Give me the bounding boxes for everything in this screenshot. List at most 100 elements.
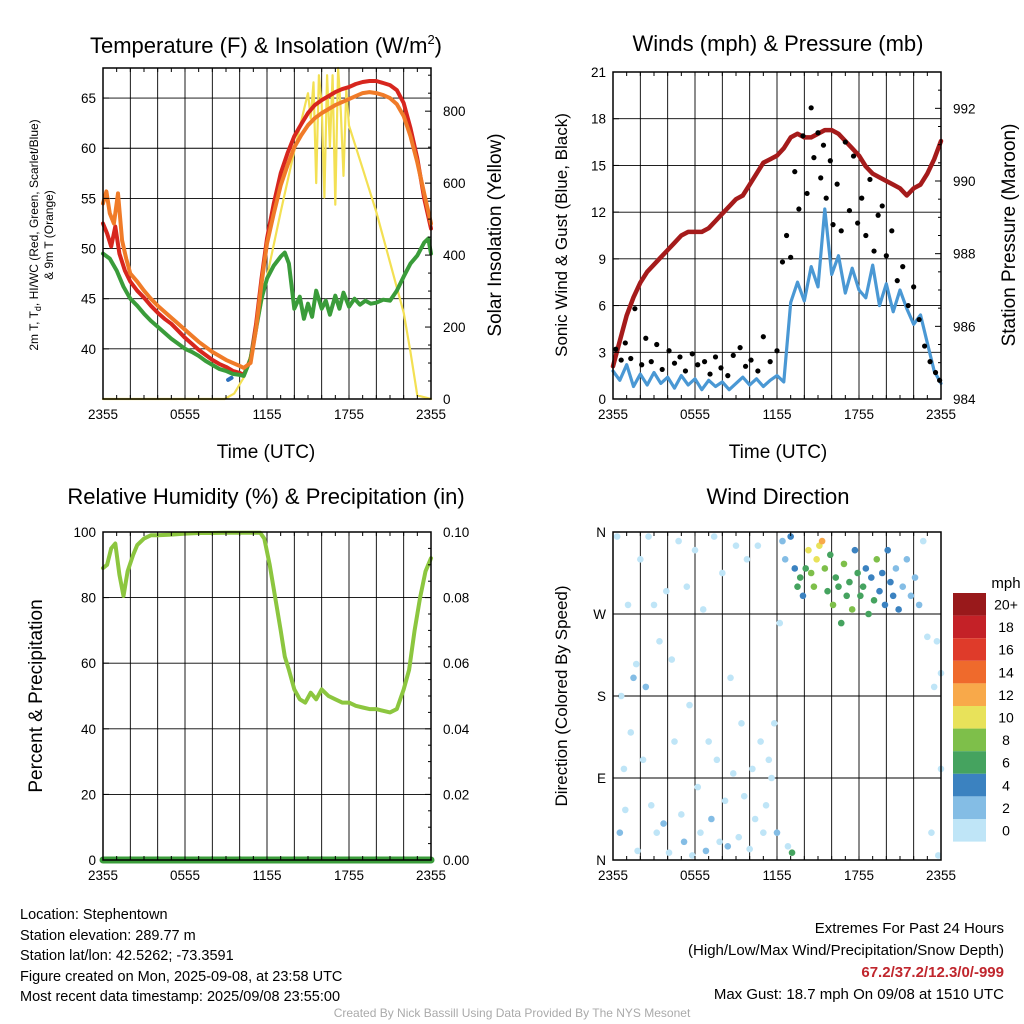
gust-point [701, 359, 708, 365]
gust-point [632, 306, 638, 312]
legend-swatch [953, 751, 986, 774]
wind-direction-point [813, 556, 820, 563]
gust-point [900, 264, 906, 270]
gust-point [800, 133, 806, 139]
gust-point [767, 359, 773, 365]
gust-point [823, 195, 829, 201]
wind-direction-point [776, 619, 784, 627]
rh-line [101, 530, 433, 715]
y-right-tick-label: 0.06 [443, 656, 469, 671]
wind-direction-point [773, 829, 781, 836]
wind-direction-point [719, 569, 726, 577]
humidity-y-axis-label: Percent & Precipitation [26, 599, 47, 792]
x-tick-label: 0555 [680, 407, 710, 422]
x-tick-label: 1755 [334, 407, 364, 422]
gust-point [613, 346, 619, 352]
gust-point [804, 190, 810, 197]
extremes-info: Extremes For Past 24 Hours (High/Low/Max… [688, 918, 1004, 1006]
wind-direction-point [743, 556, 751, 563]
gust-point [932, 369, 939, 376]
wind-direction-point [911, 574, 919, 581]
y-tick-label: 60 [81, 141, 96, 156]
gust-point [695, 362, 701, 368]
gust-point [725, 373, 731, 379]
wind-direction-point [617, 692, 625, 700]
temperature-title: Temperature (F) & Insolation (W/m2) [90, 32, 442, 58]
wind-direction-point [686, 701, 693, 709]
wind-direction-point [794, 583, 801, 590]
wind-direction-point [713, 756, 721, 764]
wind-direction-point [837, 619, 845, 627]
wind-direction-point [663, 587, 670, 595]
wind-direction-point [754, 542, 762, 549]
legend-swatch [953, 660, 986, 684]
wind-direction-point [729, 770, 737, 777]
wind-direction-point [634, 847, 641, 855]
wind-direction-point [933, 638, 941, 645]
gust-point [905, 302, 911, 309]
legend-label: 10 [998, 710, 1014, 726]
y-right-tick-label: 0 [443, 392, 451, 407]
wind-direction-point [671, 738, 678, 745]
wind-direction-point [805, 546, 812, 554]
wind-direction-point [870, 597, 878, 604]
wind-direction-point [637, 556, 644, 563]
gust-point [755, 368, 761, 374]
y-tick-label: 65 [81, 91, 96, 106]
gust-point [760, 334, 766, 340]
wind-direction-point [724, 843, 732, 850]
legend-label: 0 [1002, 823, 1010, 839]
gust-point [648, 359, 654, 365]
gust-point [815, 130, 821, 136]
x-tick-label: 1155 [252, 407, 281, 422]
wind-direction-point [827, 551, 834, 559]
x-tick-label: 2355 [416, 407, 446, 422]
wind-direction-point [702, 847, 710, 855]
gust-point [811, 155, 817, 161]
wind-direction-point [616, 829, 624, 836]
wind-direction-point [903, 556, 911, 563]
gust-point [850, 153, 857, 159]
gust-point [737, 345, 743, 351]
wind-direction-point [749, 765, 756, 773]
wind-direction-point [656, 638, 663, 645]
wind-direction-series [613, 533, 945, 859]
gust-point [838, 228, 844, 234]
gust-point [712, 354, 719, 360]
gust-point [742, 363, 749, 369]
winds-ticks: 2355 0555 1155 1755 235503691215182198498698… [591, 65, 976, 422]
y-tick-label: 40 [81, 342, 96, 357]
x-tick-label: 0555 [680, 868, 710, 883]
extremes-title: Extremes For Past 24 Hours [814, 920, 1004, 937]
temp9m-line [101, 90, 433, 370]
wind-direction-point [705, 738, 712, 745]
wind-direction-point [675, 537, 682, 545]
x-tick-label: 1155 [762, 407, 791, 422]
temperature-ticks: 2355 0555 1155 1755 2355 40 45 50 55 60 65 0 200 400 6… [81, 68, 466, 422]
gust-point [879, 203, 885, 209]
wind-direction-point [915, 601, 923, 609]
gust-point [792, 169, 798, 175]
x-tick-label: 2355 [598, 868, 628, 883]
wind-direction-point [630, 674, 637, 682]
temperature-x-axis-label: Time (UTC) [217, 442, 316, 463]
extremes-values: 67.2/37.2/12.3/0/-999 [861, 964, 1004, 981]
wind-direction-point [716, 838, 723, 846]
legend-swatch [953, 728, 986, 752]
gust-point [818, 175, 824, 181]
gust-point [883, 253, 889, 259]
x-tick-label: 2355 [416, 868, 446, 883]
gust-point [863, 232, 869, 239]
y-tick-label: 20 [81, 787, 96, 802]
solar-line [101, 66, 433, 401]
y-tick-label: 45 [81, 292, 96, 307]
wind-direction-point [653, 829, 661, 836]
gust-point [867, 176, 873, 183]
gust-point [779, 259, 786, 265]
wind-direction-point [840, 560, 848, 568]
legend-label: 14 [998, 664, 1014, 680]
y-right-tick-label: 0.10 [443, 525, 469, 540]
wind-direction-point [740, 792, 748, 800]
wind-direction-point [735, 833, 743, 841]
